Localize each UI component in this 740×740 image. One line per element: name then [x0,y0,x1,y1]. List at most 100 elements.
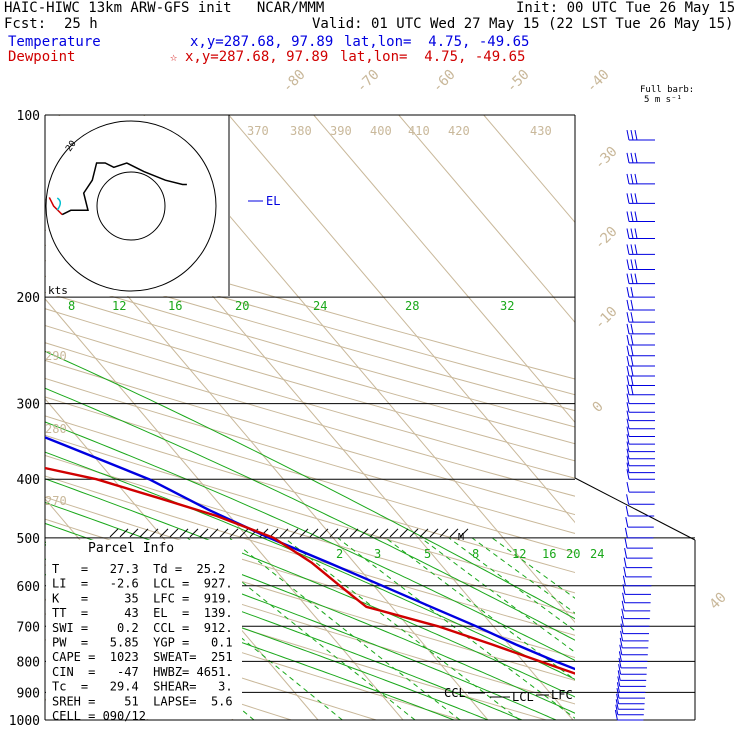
dry-adiabat-label: 380 [290,124,312,138]
pressure-label: 100 [17,109,40,124]
valid-time: Valid: 01 UTC Wed 27 May 15 (22 LST Tue … [312,16,734,32]
hatch-mark [369,528,379,538]
wind-barb-flag [630,323,634,334]
isotherm-label: -20 [592,224,621,253]
moist-adiabat-label: 16 [168,299,182,313]
isotherm-label: -80 [280,67,309,96]
hodograph-trace [61,162,187,216]
wind-barb-flag [634,244,638,255]
wind-barb-flag [626,481,630,493]
m-label: M [458,532,464,543]
parcel-info-row: CIN = -47 HWBZ= 4651. [52,665,233,679]
parcel-info-title: Parcel Info [88,541,174,556]
wind-barb-flag [630,259,634,270]
dry-adiabat-label: 370 [247,124,269,138]
pressure-label: 400 [17,473,40,488]
hatch-mark [259,528,269,538]
dry-adiabat-line [45,564,547,720]
wind-barb-flag [630,384,634,395]
isotherm-label: -50 [504,67,533,96]
pressure-label: 1000 [9,714,40,729]
wind-barb-flag [634,211,638,222]
isotherm-line [45,298,404,720]
wind-barb-flag [626,129,630,141]
moist-adiabat-line [45,387,575,641]
dry-adiabat-line [45,342,575,497]
mixing-ratio-line [491,537,575,599]
wind-barb-flag [619,644,623,655]
mixing-ratio-label: 16 [542,547,556,561]
wind-barb-flag [630,345,634,356]
dry-adiabat-line [45,454,575,615]
barb-legend-line1: Full barb: [640,85,695,95]
moist-adiabat-line [45,573,455,720]
ccl-label: CCL [444,686,466,700]
isotherm-line [483,115,575,224]
hatch-mark [149,528,159,538]
wind-barb-flag [626,259,630,270]
isotherm-label: 0 [590,399,607,416]
wind-barb-flag [634,173,638,185]
wind-barb-flag [626,455,630,466]
wind-barb-flag [619,637,623,648]
wind-barb-flag [626,287,630,298]
temperature-legend: Temperature [8,34,101,50]
hodograph-trace-surface [56,197,62,211]
temperature-xy: x,y=287.68, 97.89 [190,34,334,50]
hatch-mark [119,528,129,538]
wind-barb-flag [626,211,630,222]
wind-barb-flag [626,323,630,334]
forecast-hours: 25 h [64,16,98,32]
wind-barb-flag [626,462,630,473]
wind-barb-flag [630,152,634,164]
dry-adiabat-line [45,475,575,636]
pressure-label: 600 [17,580,40,595]
parcel-info-row: SWI = 0.2 CCL = 912. [52,621,233,635]
wind-barb-flag [626,469,630,480]
wind-barb-flag [615,699,619,710]
wind-barb-flag [626,345,630,356]
isotherm-label: -40 [584,67,613,96]
wind-barb-flag [626,228,630,239]
wind-barb-flag [616,693,620,704]
wind-barb-flag [630,193,634,204]
wind-barb-flag [614,709,618,721]
dry-adiabat-label: 270 [45,494,67,508]
temperature-profile [45,436,575,671]
hatch-mark [379,528,389,538]
dry-adiabat-line [45,259,575,412]
moist-adiabat-line [45,478,575,698]
wind-barb-flag [630,211,634,222]
hatch-mark [359,528,369,538]
dry-adiabat-line [45,415,575,574]
lfc-label: LFC [551,688,573,702]
wind-barb-flag [616,682,620,693]
parcel-info-row: SREH = 51 LAPSE= 5.6 [52,694,233,708]
wind-barb-flag [620,623,624,634]
moist-adiabat-label: 32 [500,299,514,313]
dry-adiabat-line [45,244,575,396]
pressure-label: 800 [17,655,40,670]
dry-adiabat-line [45,229,575,380]
dry-adiabat-label: 420 [448,124,470,138]
chart-title: HAIC-HIWC 13km ARW-GFS init NCAR/MMM [4,0,325,16]
mixing-ratio-label: 5 [424,547,431,561]
wind-barb-flag [630,173,634,185]
wind-barb-flag [626,441,630,452]
hatch-mark [269,528,279,538]
wind-barb-flag [626,434,630,445]
wind-barb-flag [626,365,630,377]
hatch-mark [449,528,459,538]
wind-barb-flag [626,299,630,311]
wind-barb-flag [618,651,622,662]
moist-adiabat-line [45,421,575,661]
hodograph-units-label: kts [48,284,68,297]
wind-barb-flag [626,312,630,323]
dry-adiabat-label: 390 [330,124,352,138]
dewpoint-latlon: lat,lon= 4.75, -49.65 [340,49,526,65]
wind-barb-flag [626,384,630,395]
lcl-label: LCL [512,690,534,704]
wind-barb-flag [618,657,622,668]
wind-barb-flag [626,173,630,185]
hatch-mark [349,528,359,538]
